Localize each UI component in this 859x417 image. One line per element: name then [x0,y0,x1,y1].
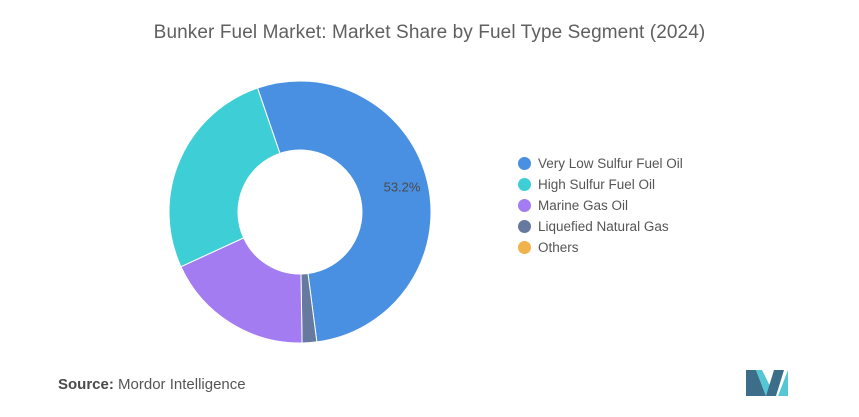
legend-label: Very Low Sulfur Fuel Oil [538,156,683,171]
legend-item-marine-gas-oil: Marine Gas Oil [518,195,778,216]
donut-slice-very-low-sulfur-fuel-oil [256,80,432,343]
chart-title: Bunker Fuel Market: Market Share by Fuel… [153,22,706,43]
chart-legend: Very Low Sulfur Fuel Oil High Sulfur Fuel… [518,153,778,258]
donut-slice-marine-gas-oil [180,237,303,344]
legend-swatch-icon [518,241,531,254]
donut-slice-high-sulfur-fuel-oil [168,87,281,268]
legend-label: High Sulfur Fuel Oil [538,177,656,192]
source-value: Mordor Intelligence [118,376,246,393]
mordor-intelligence-logo-icon [746,370,788,396]
legend-swatch-icon [518,220,531,233]
legend-label: Liquefied Natural Gas [538,219,669,234]
legend-item-others: Others [518,237,778,258]
legend-label: Others [538,240,579,255]
legend-swatch-icon [518,157,531,170]
legend-label: Marine Gas Oil [538,198,629,213]
donut-slices [168,80,432,344]
legend-swatch-icon [518,199,531,212]
legend-swatch-icon [518,178,531,191]
source-label: Source: [58,376,114,393]
donut-slice-labels: 53.2% [384,180,421,195]
legend-item-very-low-sulfur-fuel-oil: Very Low Sulfur Fuel Oil [518,153,778,174]
legend-item-liquefied-natural-gas: Liquefied Natural Gas [518,216,778,237]
legend-item-high-sulfur-fuel-oil: High Sulfur Fuel Oil [518,174,778,195]
slice-value-label: 53.2% [384,180,421,195]
source-note: Source: Mordor Intelligence [58,376,246,393]
